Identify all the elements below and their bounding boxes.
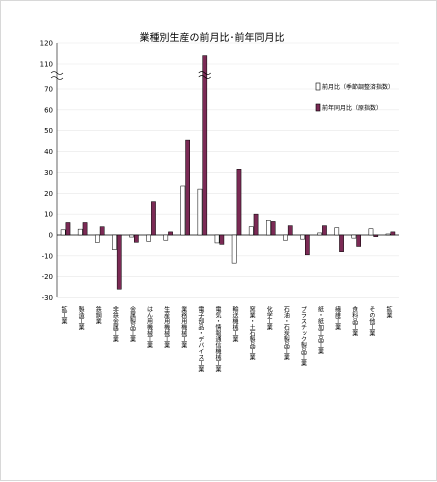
- bar-mom: [197, 188, 203, 236]
- bar-mom: [317, 232, 322, 236]
- bar-mom: [266, 220, 271, 236]
- bar-yoy: [202, 55, 208, 236]
- gridlines: [57, 42, 399, 298]
- category-label: はん用機械工業: [146, 306, 153, 349]
- bar-mom: [129, 234, 134, 238]
- y-tick-label: -10: [42, 252, 53, 260]
- category-label: 製造工業: [77, 305, 84, 331]
- category-label: 電子部品・デバイス工業: [197, 306, 204, 373]
- bar-yoy: [168, 231, 173, 236]
- category-label: 業務用機械工業: [180, 305, 187, 349]
- y-tick-label: 50: [44, 127, 53, 135]
- bar-mom: [385, 233, 391, 236]
- category-label: 非鉄金属工業: [111, 305, 118, 343]
- category-label: 繊維工業: [334, 305, 341, 331]
- bar-yoy: [185, 139, 191, 236]
- category-label: その他工業: [368, 306, 375, 337]
- bar-mom: [368, 228, 374, 236]
- bar-yoy: [356, 234, 361, 247]
- category-label: 窯業・土石製品工業: [248, 305, 255, 361]
- bar-mom: [334, 227, 340, 236]
- bar-yoy: [305, 234, 310, 256]
- y-tick-label: 30: [44, 169, 53, 177]
- bar-yoy: [390, 231, 396, 236]
- bar-mom: [163, 234, 169, 241]
- y-tick-label: 10: [44, 211, 53, 219]
- y-tick-label: 60: [44, 106, 53, 114]
- bar-yoy: [270, 221, 276, 236]
- y-axis-ticks: -30 -20 -10 0 10 20 30 40 50 60 70 110 120: [40, 40, 53, 303]
- chart-title: 業種別生産の前月比･前年同月比: [140, 31, 285, 44]
- bar-mom: [300, 234, 305, 240]
- bar-yoy: [287, 225, 293, 236]
- axes: [50, 43, 211, 297]
- category-labels: 鉱工業 製造工業 鉄鋼業 非鉄金属工業 金属製品工業 はん用機械工業 生産用機械工業 業務用機…: [60, 305, 392, 373]
- bar-yoy: [253, 213, 259, 236]
- bar-yoy: [65, 222, 71, 236]
- legend-swatch-mom: [315, 82, 321, 91]
- bar-mom: [180, 185, 186, 236]
- bar-yoy: [219, 234, 225, 245]
- y-tick-label: 40: [44, 148, 53, 156]
- legend-label-yoy: 前年同月比（原指数）: [322, 104, 382, 112]
- axis-break-mark: [50, 76, 64, 80]
- category-label: 鉄鋼業: [94, 305, 101, 325]
- axis-break-mark: [50, 71, 64, 75]
- bar-yoy: [322, 225, 327, 236]
- legend-swatch-yoy: [315, 103, 321, 112]
- y-tick-label: 110: [40, 61, 53, 69]
- bar-yoy: [134, 234, 139, 243]
- category-label: プラスチック製品工業: [299, 306, 306, 367]
- bar-mom: [248, 226, 254, 236]
- y-tick-label: 120: [40, 40, 53, 48]
- bar-yoy: [99, 226, 105, 236]
- bars: [60, 55, 396, 290]
- category-label: 石油・石炭製品工業: [282, 306, 289, 361]
- y-tick-label: -30: [42, 294, 53, 302]
- y-tick-label: -20: [42, 273, 53, 281]
- category-label: 電気・情報通信機械工業: [214, 306, 221, 373]
- category-label: 食料品工業: [351, 305, 358, 337]
- bar-yoy: [236, 169, 242, 236]
- bar-break-mark: [198, 75, 211, 79]
- bar-mom: [60, 229, 66, 236]
- bar-yoy: [339, 234, 344, 252]
- category-label: 鉱業: [385, 305, 392, 319]
- bar-yoy: [151, 201, 156, 236]
- y-tick-label: 0: [49, 232, 53, 240]
- bar-yoy: [82, 222, 88, 236]
- bar-mom: [146, 234, 152, 242]
- category-label: 化学工業: [265, 305, 272, 331]
- bar-yoy: [373, 234, 379, 237]
- category-label: 紙・紙加工品工業: [317, 305, 324, 355]
- category-label: 輸送機械工業: [231, 305, 238, 343]
- y-tick-label: 20: [44, 190, 53, 198]
- bar-mom: [283, 234, 288, 241]
- bar-mom: [351, 234, 357, 239]
- legend: 前月比（季節調整済指数） 前年同月比（原指数）: [315, 82, 394, 112]
- category-label: 鉱工業: [60, 305, 67, 325]
- bar-mom: [77, 228, 83, 236]
- legend-label-mom: 前月比（季節調整済指数）: [322, 83, 394, 91]
- bar-break-mark: [198, 71, 211, 75]
- category-label: 金属製品工業: [128, 305, 135, 343]
- y-tick-label: 70: [44, 86, 53, 94]
- category-label: 生産用機械工業: [163, 305, 170, 349]
- bar-mom: [112, 234, 117, 250]
- bar-mom: [231, 234, 237, 264]
- bar-yoy: [116, 234, 122, 290]
- bar-mom: [95, 234, 100, 243]
- bar-mom: [214, 234, 220, 244]
